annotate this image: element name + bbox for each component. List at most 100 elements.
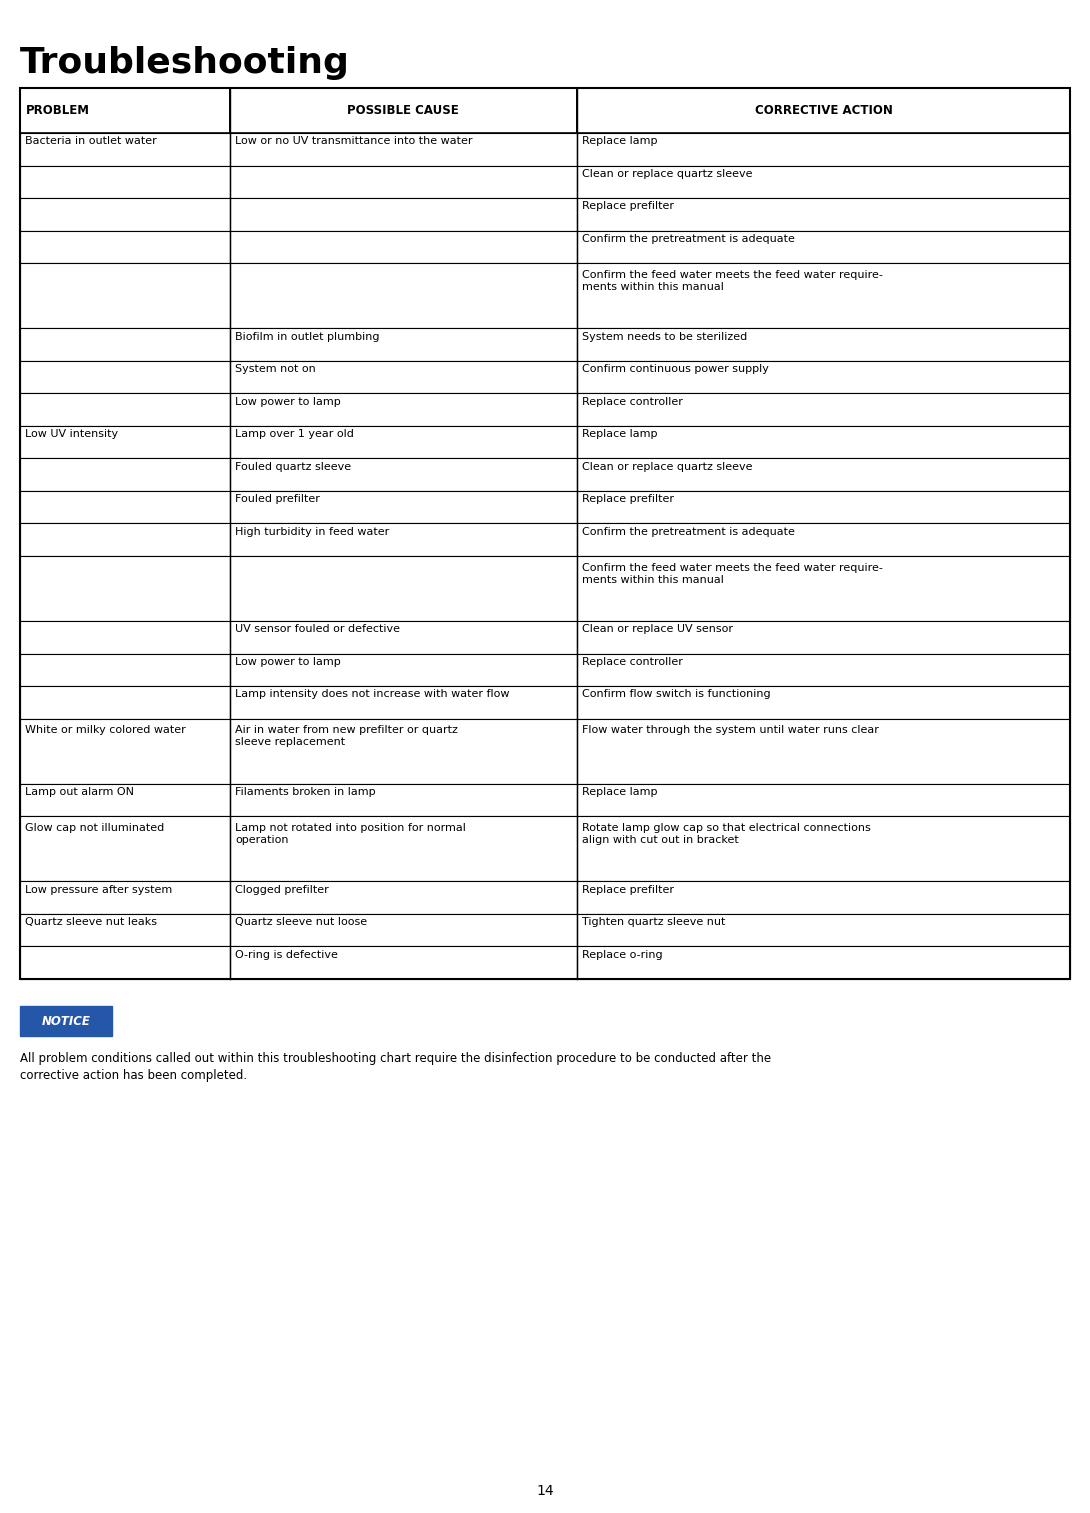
Bar: [230, 816, 577, 881]
Text: Low power to lamp: Low power to lamp: [235, 396, 341, 407]
Text: Replace o-ring: Replace o-ring: [582, 950, 663, 959]
Bar: [577, 881, 1070, 914]
Text: Clogged prefilter: Clogged prefilter: [235, 885, 329, 894]
Text: Clean or replace UV sensor: Clean or replace UV sensor: [582, 625, 732, 634]
Bar: [20, 362, 230, 393]
Bar: [20, 620, 230, 654]
Bar: [577, 490, 1070, 523]
Text: UV sensor fouled or defective: UV sensor fouled or defective: [235, 625, 400, 634]
Bar: [20, 1006, 112, 1036]
Text: 14: 14: [536, 1484, 554, 1498]
Text: Confirm the feed water meets the feed water require-
ments within this manual: Confirm the feed water meets the feed wa…: [582, 269, 883, 292]
Bar: [20, 166, 230, 198]
Text: System needs to be sterilized: System needs to be sterilized: [582, 331, 747, 342]
Text: Glow cap not illuminated: Glow cap not illuminated: [25, 823, 165, 832]
Text: Replace lamp: Replace lamp: [582, 430, 657, 439]
Bar: [577, 620, 1070, 654]
Bar: [230, 263, 577, 328]
Text: Replace controller: Replace controller: [582, 657, 682, 667]
Text: Replace lamp: Replace lamp: [582, 136, 657, 147]
Text: Low pressure after system: Low pressure after system: [25, 885, 172, 894]
Bar: [20, 198, 230, 230]
Bar: [577, 328, 1070, 362]
Bar: [20, 231, 230, 263]
Bar: [20, 914, 230, 946]
Text: White or milky colored water: White or milky colored water: [25, 725, 185, 735]
Bar: [20, 946, 230, 979]
Text: Lamp over 1 year old: Lamp over 1 year old: [235, 430, 354, 439]
Text: CORRECTIVE ACTION: CORRECTIVE ACTION: [754, 104, 893, 117]
Text: O-ring is defective: O-ring is defective: [235, 950, 338, 959]
Text: High turbidity in feed water: High turbidity in feed water: [235, 527, 389, 537]
Bar: [20, 393, 230, 425]
Text: Air in water from new prefilter or quartz
sleeve replacement: Air in water from new prefilter or quart…: [235, 725, 458, 747]
Bar: [577, 393, 1070, 425]
Bar: [230, 881, 577, 914]
Bar: [230, 166, 577, 198]
Bar: [577, 685, 1070, 719]
Text: Replace lamp: Replace lamp: [582, 787, 657, 797]
Bar: [230, 490, 577, 523]
Bar: [20, 816, 230, 881]
Text: Lamp not rotated into position for normal
operation: Lamp not rotated into position for norma…: [235, 823, 465, 844]
Text: Bacteria in outlet water: Bacteria in outlet water: [25, 136, 157, 147]
Bar: [230, 88, 577, 133]
Text: Biofilm in outlet plumbing: Biofilm in outlet plumbing: [235, 331, 379, 342]
Text: POSSIBLE CAUSE: POSSIBLE CAUSE: [348, 104, 459, 117]
Text: Clean or replace quartz sleeve: Clean or replace quartz sleeve: [582, 461, 752, 472]
Bar: [577, 458, 1070, 490]
Text: Fouled quartz sleeve: Fouled quartz sleeve: [235, 461, 351, 472]
Text: Tighten quartz sleeve nut: Tighten quartz sleeve nut: [582, 917, 725, 927]
Text: Low or no UV transmittance into the water: Low or no UV transmittance into the wate…: [235, 136, 473, 147]
Bar: [230, 914, 577, 946]
Text: Flow water through the system until water runs clear: Flow water through the system until wate…: [582, 725, 879, 735]
Bar: [230, 654, 577, 685]
Bar: [20, 523, 230, 555]
Text: Replace controller: Replace controller: [582, 396, 682, 407]
Text: Fouled prefilter: Fouled prefilter: [235, 495, 319, 504]
Bar: [577, 88, 1070, 133]
Bar: [230, 393, 577, 425]
Text: Low power to lamp: Low power to lamp: [235, 657, 341, 667]
Text: Lamp out alarm ON: Lamp out alarm ON: [25, 787, 134, 797]
Bar: [20, 425, 230, 458]
Bar: [577, 133, 1070, 166]
Text: Confirm the pretreatment is adequate: Confirm the pretreatment is adequate: [582, 235, 795, 244]
Text: Confirm continuous power supply: Confirm continuous power supply: [582, 365, 768, 374]
Text: Replace prefilter: Replace prefilter: [582, 495, 674, 504]
Bar: [20, 685, 230, 719]
Bar: [577, 816, 1070, 881]
Bar: [20, 719, 230, 784]
Bar: [20, 88, 1070, 979]
Bar: [577, 198, 1070, 230]
Text: Confirm the pretreatment is adequate: Confirm the pretreatment is adequate: [582, 527, 795, 537]
Text: All problem conditions called out within this troubleshooting chart require the : All problem conditions called out within…: [20, 1052, 771, 1082]
Text: Confirm flow switch is functioning: Confirm flow switch is functioning: [582, 690, 771, 699]
Bar: [577, 231, 1070, 263]
Text: Confirm the feed water meets the feed water require-
ments within this manual: Confirm the feed water meets the feed wa…: [582, 563, 883, 584]
Bar: [20, 328, 230, 362]
Text: Replace prefilter: Replace prefilter: [582, 201, 674, 212]
Bar: [230, 328, 577, 362]
Bar: [20, 88, 230, 133]
Bar: [20, 881, 230, 914]
Text: System not on: System not on: [235, 365, 316, 374]
Bar: [577, 555, 1070, 620]
Text: Troubleshooting: Troubleshooting: [20, 47, 350, 80]
Text: Replace prefilter: Replace prefilter: [582, 885, 674, 894]
Bar: [577, 263, 1070, 328]
Text: PROBLEM: PROBLEM: [26, 104, 89, 117]
Bar: [20, 263, 230, 328]
Bar: [20, 133, 230, 166]
Bar: [230, 198, 577, 230]
Bar: [577, 654, 1070, 685]
Bar: [230, 555, 577, 620]
Bar: [230, 523, 577, 555]
Text: NOTICE: NOTICE: [41, 1015, 90, 1027]
Text: Rotate lamp glow cap so that electrical connections
align with cut out in bracke: Rotate lamp glow cap so that electrical …: [582, 823, 871, 844]
Bar: [230, 620, 577, 654]
Bar: [230, 946, 577, 979]
Bar: [20, 458, 230, 490]
Text: Quartz sleeve nut leaks: Quartz sleeve nut leaks: [25, 917, 157, 927]
Bar: [577, 946, 1070, 979]
